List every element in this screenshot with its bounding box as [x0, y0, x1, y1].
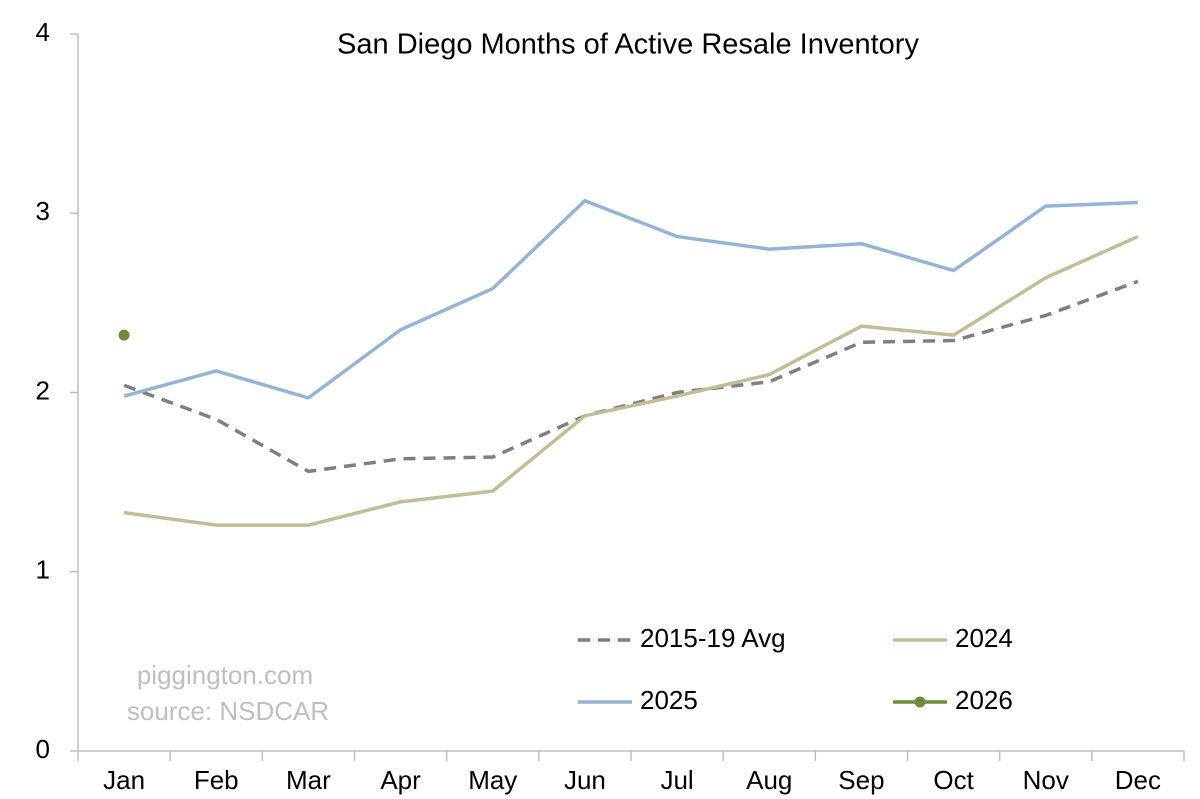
annotation: source: NSDCAR — [127, 696, 329, 726]
x-tick-label: Jun — [564, 765, 606, 795]
x-tick-label: Feb — [194, 765, 239, 795]
x-tick-label: Dec — [1115, 765, 1161, 795]
series-marker — [118, 329, 130, 341]
x-tick-label: Jul — [660, 765, 693, 795]
x-tick-label: May — [468, 765, 517, 795]
legend-marker — [914, 696, 926, 708]
y-tick-label: 0 — [36, 734, 50, 764]
chart-title: San Diego Months of Active Resale Invent… — [337, 29, 919, 61]
x-tick-label: Apr — [380, 765, 421, 795]
x-tick-label: Jan — [103, 765, 145, 795]
y-tick-label: 4 — [36, 17, 50, 47]
legend-label: 2025 — [640, 685, 698, 715]
y-tick-label: 1 — [36, 555, 50, 585]
legend-label: 2024 — [955, 623, 1013, 653]
legend-label: 2015-19 Avg — [640, 623, 786, 653]
series-line — [123, 198, 1138, 400]
series-line — [123, 234, 1139, 527]
x-tick-label: Oct — [933, 765, 974, 795]
annotation: piggington.com — [137, 660, 313, 690]
y-tick-label: 3 — [36, 196, 50, 226]
series-line — [123, 279, 1139, 474]
x-tick-label: Nov — [1023, 765, 1069, 795]
y-tick-label: 2 — [36, 375, 50, 405]
x-tick-label: Aug — [746, 765, 792, 795]
legend-label: 2026 — [955, 685, 1013, 715]
x-tick-label: Mar — [286, 765, 331, 795]
x-tick-label: Sep — [838, 765, 884, 795]
